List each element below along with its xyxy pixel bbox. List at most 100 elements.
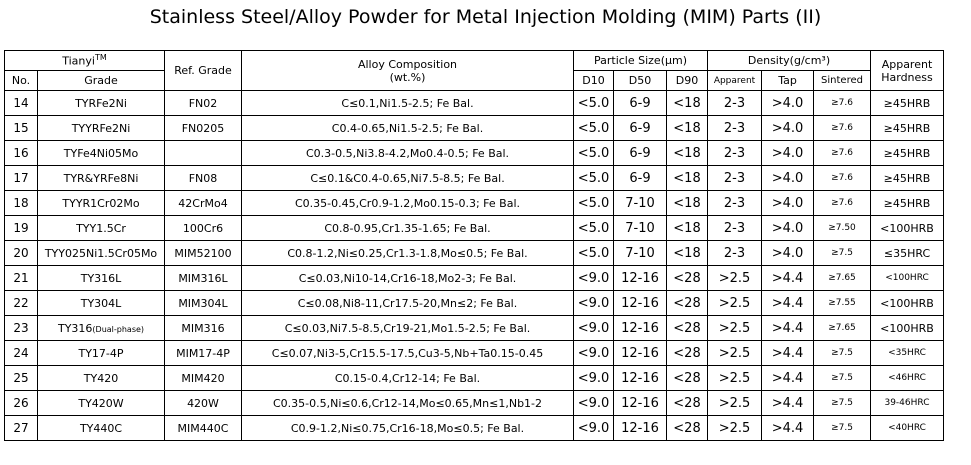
row-d50: 6-9 xyxy=(613,165,667,191)
grade-label: TYY1.5Cr xyxy=(76,221,126,235)
row-no: 14 xyxy=(4,90,38,116)
row-tap-density: >4.4 xyxy=(761,390,814,416)
row-composition: C0.4-0.65,Ni1.5-2.5; Fe Bal. xyxy=(241,115,574,141)
grade-label: TYFe4Ni05Mo xyxy=(63,146,139,160)
row-hardness: <46HRC xyxy=(870,365,944,391)
row-hardness: ≥45HRB xyxy=(870,190,944,216)
row-d10: <5.0 xyxy=(573,115,614,141)
row-ref-grade: MIM440C xyxy=(164,415,242,441)
row-ref-grade: FN02 xyxy=(164,90,242,116)
row-d10: <5.0 xyxy=(573,240,614,266)
row-ref-grade: MIM316L xyxy=(164,265,242,291)
row-grade: TYYRFe2Ni xyxy=(37,115,165,141)
grade-label: TY304L xyxy=(80,296,122,310)
row-d50: 6-9 xyxy=(613,115,667,141)
header-row-1: TianyiTM Ref. Grade Alloy Composition (wt… xyxy=(4,50,944,91)
row-ref-grade: MIM52100 xyxy=(164,240,242,266)
row-composition: C0.3-0.5,Ni3.8-4.2,Mo0.4-0.5; Fe Bal. xyxy=(241,140,574,166)
d10-header: D10 xyxy=(573,70,614,91)
table-row: 18 TYYR1Cr02Mo 42CrMo4 C0.35-0.45,Cr0.9-1.2… xyxy=(4,190,944,216)
row-d10: <5.0 xyxy=(573,165,614,191)
row-tap-density: >4.4 xyxy=(761,340,814,366)
row-d50: 12-16 xyxy=(613,290,667,316)
sintered-density-header: Sintered xyxy=(813,70,871,91)
row-hardness: ≥45HRB xyxy=(870,115,944,141)
row-d90: <18 xyxy=(666,190,708,216)
apparent-density-header: Apparent xyxy=(707,70,762,91)
row-d50: 7-10 xyxy=(613,190,667,216)
table-row: 27 TY440C MIM440C C0.9-1.2,Ni≤0.75,Cr16-18,… xyxy=(4,415,944,441)
table-row: 22 TY304L MIM304L C≤0.08,Ni8-11,Cr17.5-20,M… xyxy=(4,290,944,316)
row-d90: <18 xyxy=(666,140,708,166)
row-no: 20 xyxy=(4,240,38,266)
row-ref-grade: FN08 xyxy=(164,165,242,191)
table-row: 25 TY420 MIM420 C0.15-0.4,Cr12-14; Fe Bal. <… xyxy=(4,365,944,391)
row-sintered-density: ≥7.6 xyxy=(813,190,871,216)
grade-label: TY17-4P xyxy=(78,346,124,360)
row-composition: C0.35-0.45,Cr0.9-1.2,Mo0.15-0.3; Fe Bal. xyxy=(241,190,574,216)
row-grade: TYRFe2Ni xyxy=(37,90,165,116)
row-no: 17 xyxy=(4,165,38,191)
row-d50: 12-16 xyxy=(613,265,667,291)
row-hardness: <35HRC xyxy=(870,340,944,366)
row-apparent-density: >2.5 xyxy=(707,290,762,316)
row-no: 19 xyxy=(4,215,38,241)
row-composition: C0.35-0.5,Ni≤0.6,Cr12-14,Mo≤0.65,Mn≤1,Nb… xyxy=(241,390,574,416)
table-row: 20 TYY025Ni1.5Cr05Mo MIM52100 C0.8-1.2,Ni≤0… xyxy=(4,240,944,266)
row-sintered-density: ≥7.5 xyxy=(813,240,871,266)
row-sintered-density: ≥7.6 xyxy=(813,165,871,191)
row-no: 15 xyxy=(4,115,38,141)
row-grade: TYY025Ni1.5Cr05Mo xyxy=(37,240,165,266)
d90-header: D90 xyxy=(666,70,708,91)
row-ref-grade: 420W xyxy=(164,390,242,416)
row-d10: <5.0 xyxy=(573,140,614,166)
particle-size-header: Particle Size(μm) xyxy=(573,50,708,71)
row-d90: <28 xyxy=(666,315,708,341)
row-grade: TYY1.5Cr xyxy=(37,215,165,241)
no-header: No. xyxy=(4,70,38,91)
row-apparent-density: >2.5 xyxy=(707,265,762,291)
row-d50: 6-9 xyxy=(613,140,667,166)
row-hardness: ≥45HRB xyxy=(870,90,944,116)
grade-header: Grade xyxy=(37,70,165,91)
row-grade: TY420 xyxy=(37,365,165,391)
row-no: 24 xyxy=(4,340,38,366)
row-apparent-density: 2-3 xyxy=(707,140,762,166)
row-apparent-density: >2.5 xyxy=(707,390,762,416)
row-d50: 12-16 xyxy=(613,365,667,391)
table-row: 15 TYYRFe2Ni FN0205 C0.4-0.65,Ni1.5-2.5; Fe… xyxy=(4,115,944,141)
row-d10: <5.0 xyxy=(573,215,614,241)
ref-grade-header: Ref. Grade xyxy=(164,50,242,91)
row-sintered-density: ≥7.55 xyxy=(813,290,871,316)
density-header: Density(g/cm³) xyxy=(707,50,871,71)
row-ref-grade: 42CrMo4 xyxy=(164,190,242,216)
row-no: 18 xyxy=(4,190,38,216)
row-d50: 6-9 xyxy=(613,90,667,116)
row-no: 25 xyxy=(4,365,38,391)
row-no: 21 xyxy=(4,265,38,291)
grade-label: TYYRFe2Ni xyxy=(71,121,131,135)
row-grade: TY440C xyxy=(37,415,165,441)
row-d90: <18 xyxy=(666,115,708,141)
row-no: 23 xyxy=(4,315,38,341)
row-grade: TYFe4Ni05Mo xyxy=(37,140,165,166)
row-d90: <28 xyxy=(666,290,708,316)
row-sintered-density: ≥7.5 xyxy=(813,365,871,391)
row-d10: <9.0 xyxy=(573,265,614,291)
row-no: 22 xyxy=(4,290,38,316)
row-d50: 12-16 xyxy=(613,315,667,341)
row-composition: C0.9-1.2,Ni≤0.75,Cr16-18,Mo≤0.5; Fe Bal. xyxy=(241,415,574,441)
row-ref-grade: MIM304L xyxy=(164,290,242,316)
grade-label: TYYR1Cr02Mo xyxy=(62,196,140,210)
row-tap-density: >4.4 xyxy=(761,265,814,291)
row-grade: TY420W xyxy=(37,390,165,416)
table-row: 16 TYFe4Ni05Mo C0.3-0.5,Ni3.8-4.2,Mo0.4-0.… xyxy=(4,140,944,166)
row-hardness: <40HRC xyxy=(870,415,944,441)
row-composition: C≤0.08,Ni8-11,Cr17.5-20,Mn≤2; Fe Bal. xyxy=(241,290,574,316)
row-tap-density: >4.0 xyxy=(761,165,814,191)
row-d90: <28 xyxy=(666,265,708,291)
alloy-composition-header: Alloy Composition (wt.%) xyxy=(241,50,574,91)
row-tap-density: >4.0 xyxy=(761,115,814,141)
row-apparent-density: 2-3 xyxy=(707,240,762,266)
row-composition: C≤0.03,Ni7.5-8.5,Cr19-21,Mo1.5-2.5; Fe B… xyxy=(241,315,574,341)
